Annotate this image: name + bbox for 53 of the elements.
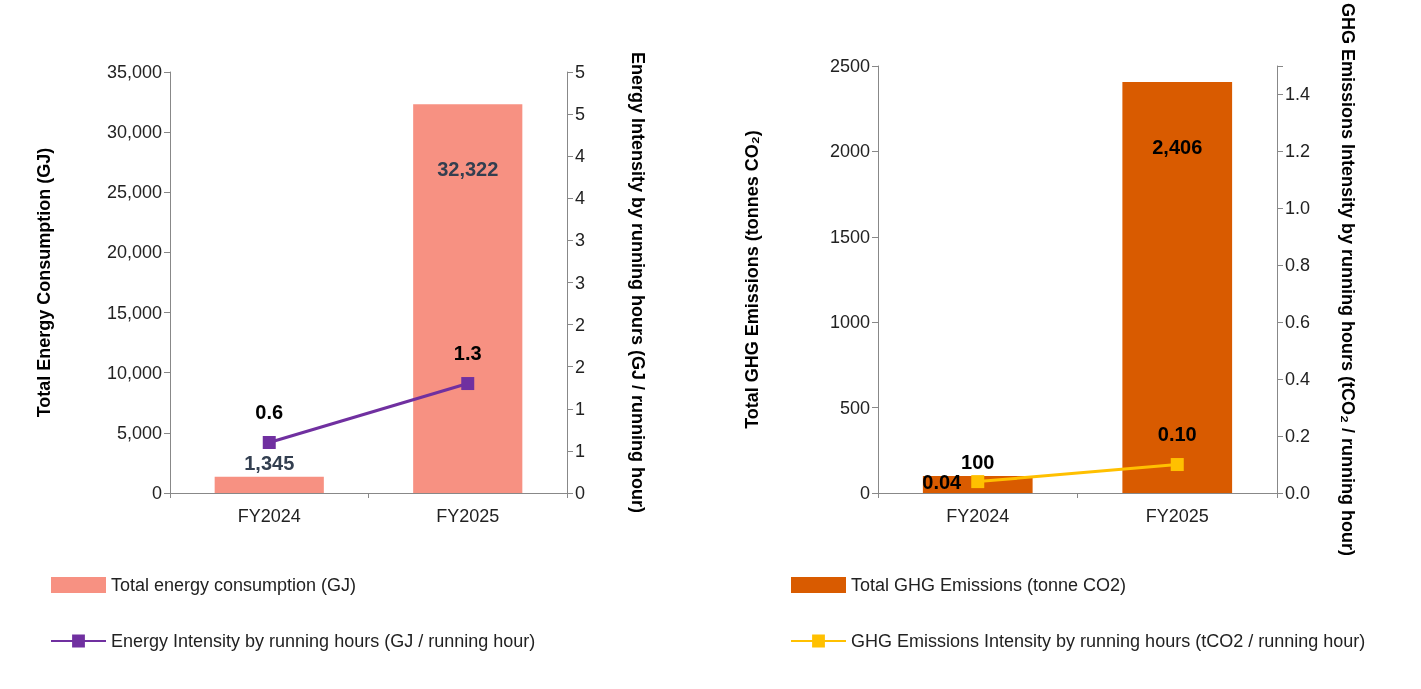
legend-label: Total GHG Emissions (tonne CO2) bbox=[851, 575, 1127, 595]
y2-tick-label: 0 bbox=[575, 483, 586, 503]
data-label: 0.04 bbox=[922, 470, 963, 493]
data-label: 32,322 bbox=[437, 158, 499, 181]
y-tick-label: 2500 bbox=[829, 56, 870, 76]
y-axis-title: Total Energy Consumption (GJ) bbox=[34, 147, 54, 418]
y-tick-label: 2000 bbox=[829, 141, 870, 162]
y2-tick-label: 2 bbox=[575, 356, 586, 377]
data-label: 0.6 bbox=[255, 400, 284, 423]
data-label: 0.10 bbox=[1157, 423, 1197, 446]
x-tick-label: FY2025 bbox=[1145, 506, 1209, 526]
y-tick-label: 1000 bbox=[829, 312, 870, 333]
y2-tick-label: 3 bbox=[575, 272, 586, 293]
y-tick-label: 5,000 bbox=[116, 422, 162, 443]
y2-tick-label: 4 bbox=[575, 146, 586, 167]
y-tick-label: 20,000 bbox=[106, 242, 162, 263]
y2-tick-label: 1 bbox=[575, 398, 586, 419]
legend-label: Energy Intensity by running hours (GJ / running hour) bbox=[111, 631, 536, 651]
y2-tick-label: 5 bbox=[575, 62, 586, 82]
data-label: 100 bbox=[961, 450, 995, 473]
y2-tick-label: 0.4 bbox=[1285, 369, 1311, 390]
y-tick-label: 1500 bbox=[829, 226, 870, 247]
y2-tick-label: 1.4 bbox=[1285, 84, 1311, 105]
y2-tick-label: 3 bbox=[575, 230, 586, 251]
y2-tick-label: 4 bbox=[575, 188, 586, 209]
data-label: 1,345 bbox=[244, 451, 295, 474]
y-tick-label: 30,000 bbox=[106, 122, 162, 143]
y2-tick-label: 0.2 bbox=[1285, 426, 1311, 447]
y-tick-label: 0 bbox=[859, 483, 870, 503]
y-axis-title: Total GHG Emissions (tonnes CO₂) bbox=[742, 130, 762, 429]
y-tick-label: 500 bbox=[839, 397, 870, 418]
y2-tick-label: 1.2 bbox=[1285, 141, 1311, 162]
y2-tick-label: 1 bbox=[575, 440, 586, 461]
y2-axis-title: GHG Emissions Intensity by running hours (tCO₂ / running hour) bbox=[1338, 3, 1358, 556]
y-tick-label: 15,000 bbox=[106, 302, 162, 323]
y-tick-label: 10,000 bbox=[106, 362, 162, 383]
y2-axis-title: Energy Intensity by running hours (GJ / running hour) bbox=[628, 51, 648, 514]
data-label: 2,406 bbox=[1152, 136, 1203, 159]
y2-tick-label: 1.0 bbox=[1285, 198, 1311, 219]
data-label: 1.3 bbox=[453, 342, 482, 365]
legend-label: Total energy consumption (GJ) bbox=[111, 575, 357, 595]
y2-tick-label: 2 bbox=[575, 314, 586, 335]
y-tick-label: 0 bbox=[151, 483, 162, 503]
y2-tick-label: 0.6 bbox=[1285, 312, 1311, 333]
legend-label: GHG Emissions Intensity by running hours (tCO2 / running hour) bbox=[851, 631, 1366, 651]
y2-tick-label: 0.0 bbox=[1285, 483, 1311, 503]
x-tick-label: FY2024 bbox=[946, 506, 1010, 526]
y-tick-label: 25,000 bbox=[106, 182, 162, 203]
y2-tick-label: 0.8 bbox=[1285, 255, 1311, 276]
y-tick-label: 35,000 bbox=[106, 62, 162, 82]
x-tick-label: FY2025 bbox=[436, 506, 500, 526]
y2-tick-label: 5 bbox=[575, 104, 586, 125]
x-tick-label: FY2024 bbox=[237, 506, 301, 526]
